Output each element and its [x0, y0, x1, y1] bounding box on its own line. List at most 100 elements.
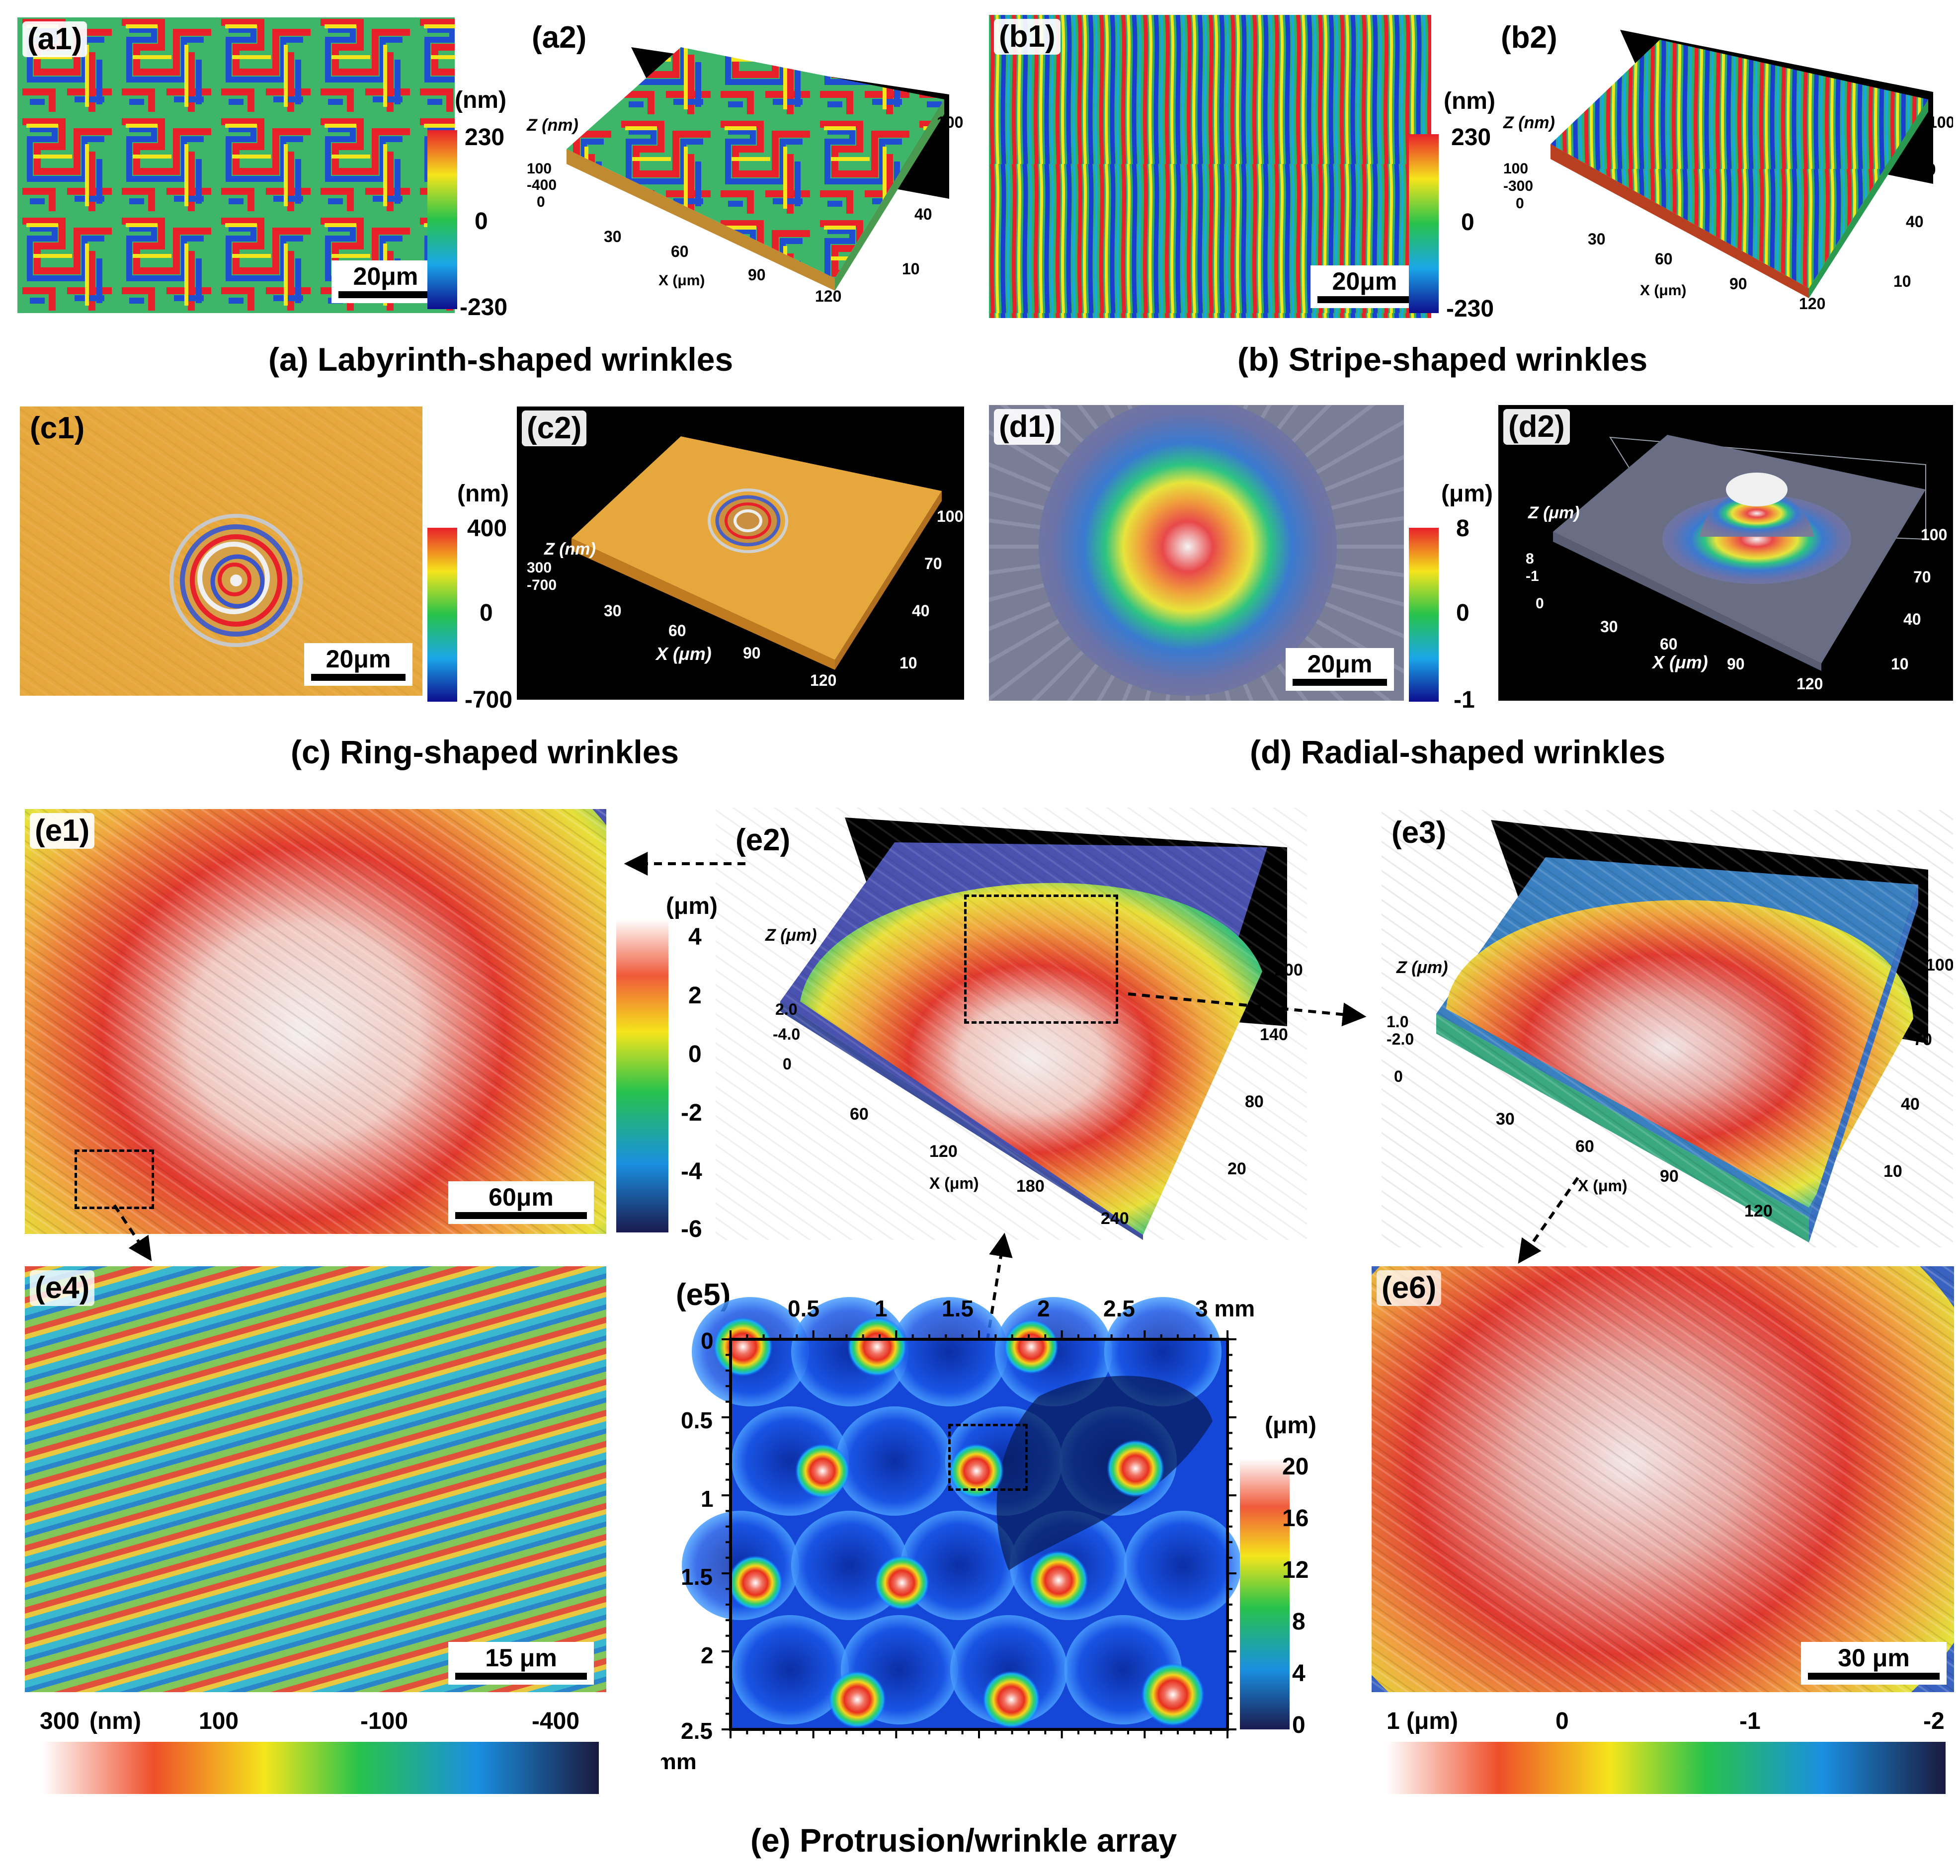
y-tick: 100: [937, 113, 964, 131]
panel-b1: (b1) 20μm: [989, 15, 1431, 318]
y-tick: 40: [912, 602, 930, 620]
x-tick: 180: [1016, 1177, 1045, 1196]
y-tick: 100: [1921, 526, 1948, 544]
z-axis-label: Z (μm): [1528, 503, 1580, 522]
x-tick: 60: [850, 1105, 869, 1124]
colorbar-mid: 0: [1461, 209, 1474, 236]
scale-bar-label: 30 μm: [1838, 1643, 1910, 1672]
panel-c1: (c1) 20μm: [20, 407, 422, 696]
axis-tick: 1.5: [681, 1564, 713, 1590]
y-tick: 40: [1901, 1095, 1920, 1114]
dome-image-e6: [1372, 1266, 1954, 1692]
y-tick: 10: [1891, 655, 1909, 673]
panel-d2: (d2) Z (μm) 8 -1 0 30 60 90 120 X (μm) 1…: [1498, 405, 1953, 701]
protrusion-spot: [1141, 1663, 1205, 1726]
panel-label-e3: (e3): [1391, 816, 1447, 850]
y-tick: 40: [914, 205, 932, 223]
y-tick: 10: [902, 260, 920, 278]
z-tick: -1: [1526, 568, 1539, 584]
protrusion-spot: [1004, 1319, 1059, 1374]
y-tick: 10: [1883, 1162, 1902, 1181]
surface-3d-e2: [716, 808, 1307, 1240]
caption-d: (d) Radial-shaped wrinkles: [1250, 734, 1666, 770]
colorbar-tick: 300: [40, 1708, 80, 1734]
colorbar-tick: 1: [1387, 1708, 1400, 1734]
z-axis-label: Z (nm): [544, 540, 596, 559]
protrusion-spot: [713, 1317, 773, 1377]
y-tick: 70: [924, 555, 942, 572]
scale-bar-e1: 60μm: [448, 1181, 594, 1224]
colorbar-gradient: [427, 528, 457, 702]
zoom-box-e1: [75, 1149, 154, 1209]
scale-bar-label: 20μm: [353, 262, 418, 290]
x-tick: 30: [1600, 618, 1618, 636]
colorbar-gradient: [1387, 1742, 1946, 1794]
depression-region: [996, 1376, 1213, 1570]
colorbar-gradient: [1240, 1459, 1290, 1729]
dome-image-e1: [25, 809, 606, 1234]
y-tick: 40: [1906, 213, 1924, 231]
colorbar-max: 400: [467, 515, 507, 542]
surface-3d-b2: [1551, 30, 1933, 298]
z-tick: 0: [537, 194, 545, 210]
x-tick: 120: [1744, 1202, 1773, 1221]
colorbar-tick: -1: [1739, 1708, 1761, 1734]
colorbar-unit: (nm): [1444, 88, 1495, 114]
array-cell: [900, 1511, 1018, 1620]
x-tick: 30: [604, 228, 622, 245]
array-cell: [1124, 1511, 1241, 1620]
colorbar-tick: 0: [688, 1041, 702, 1067]
protrusion-spot: [847, 1317, 907, 1377]
colorbar-gradient: [427, 130, 457, 309]
axis-tick: 0.5: [681, 1407, 713, 1433]
axis-unit: mm: [661, 1749, 697, 1769]
colorbar-tick: 0: [1292, 1712, 1306, 1738]
colorbar-tick: -400: [532, 1708, 580, 1734]
colorbar-tick: -2: [681, 1100, 702, 1126]
y-tick: 100: [1928, 113, 1953, 131]
x-tick: 90: [1727, 655, 1745, 673]
z-tick: -400: [527, 177, 557, 193]
stripes-image-e4: [25, 1266, 606, 1692]
panel-b2: (b2) Z (nm) 100 -300 0 30 60 90 120 X (μ…: [1496, 20, 1953, 323]
colorbar-min: -230: [460, 294, 508, 321]
x-axis-label: X (μm): [1640, 282, 1687, 299]
colorbar-tick: 4: [688, 924, 702, 950]
colorbar-gradient: [1409, 528, 1439, 702]
colorbar-tick: -100: [360, 1708, 408, 1734]
x-tick: 120: [929, 1142, 958, 1161]
z-axis-label: Z (nm): [1503, 113, 1555, 132]
panel-d1: (d1) 20μm: [989, 405, 1404, 701]
panel-label-b2: (b2): [1501, 20, 1557, 55]
axis-tick: 1: [875, 1296, 888, 1321]
colorbar-tick: -6: [681, 1216, 702, 1242]
z-axis-label: Z (μm): [765, 926, 817, 945]
protrusion-spot: [875, 1555, 929, 1610]
z-tick: 1.0: [1387, 1013, 1409, 1031]
colorbar-max: 230: [465, 124, 505, 151]
panel-e3: (e3) Z (μm) 1.0 -2.0 0 30 60 90 120 X (μ…: [1382, 810, 1953, 1247]
x-tick: 90: [1729, 275, 1747, 293]
colorbar-unit: (nm): [457, 481, 509, 507]
panel-e5: (e5) 0.5 1 1.5 2 2.5 3 mm 0 0.5 1 1.5 2 …: [661, 1272, 1307, 1769]
colorbar-mid: 0: [475, 208, 488, 235]
panel-label-e4: (e4): [30, 1270, 95, 1306]
panel-label-b1: (b1): [994, 19, 1061, 55]
z-axis-label: Z (nm): [527, 116, 578, 135]
z-tick: 8: [1526, 551, 1534, 567]
panel-label-d2: (d2): [1503, 409, 1570, 445]
colorbar-tick: 0: [1555, 1708, 1569, 1734]
z-tick: -4.0: [773, 1025, 801, 1043]
scale-bar-label: 60μm: [489, 1183, 554, 1211]
colorbar-max: 230: [1451, 124, 1491, 151]
x-tick: 120: [1799, 295, 1826, 313]
x-tick: 90: [1660, 1167, 1679, 1186]
colorbar-min: -1: [1454, 687, 1475, 713]
surface-3d-c2: [572, 436, 942, 670]
colorbar-tick: -2: [1923, 1708, 1945, 1734]
panel-e2: (e2) Z (μm) 2.0 -4.0 0 60 120 180 240 X …: [716, 808, 1307, 1240]
y-tick: 40: [1903, 610, 1921, 628]
x-tick: 30: [1588, 230, 1606, 248]
z-tick: 100: [1503, 161, 1529, 177]
panel-label-e1: (e1): [30, 813, 95, 849]
